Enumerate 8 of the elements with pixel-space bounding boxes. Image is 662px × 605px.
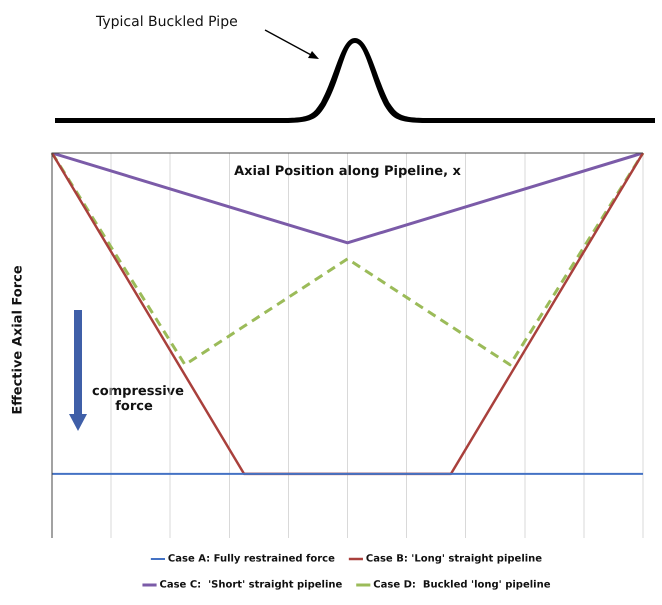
text: Typical Buckled Pipe — [96, 14, 238, 30]
legend-label: Case A: Fully restrained force — [168, 554, 336, 565]
x-axis-title: Axial Position along Pipeline, x — [234, 164, 462, 179]
y-axis-title: Effective Axial Force — [10, 265, 26, 415]
legend-label: Case B: 'Long' straight pipeline — [366, 554, 542, 565]
annotation: compressive force — [92, 384, 184, 414]
legend-label: Case D: Buckled 'long' pipeline — [373, 580, 551, 591]
legend-label: Case C: 'Short' straight pipeline — [160, 580, 343, 591]
